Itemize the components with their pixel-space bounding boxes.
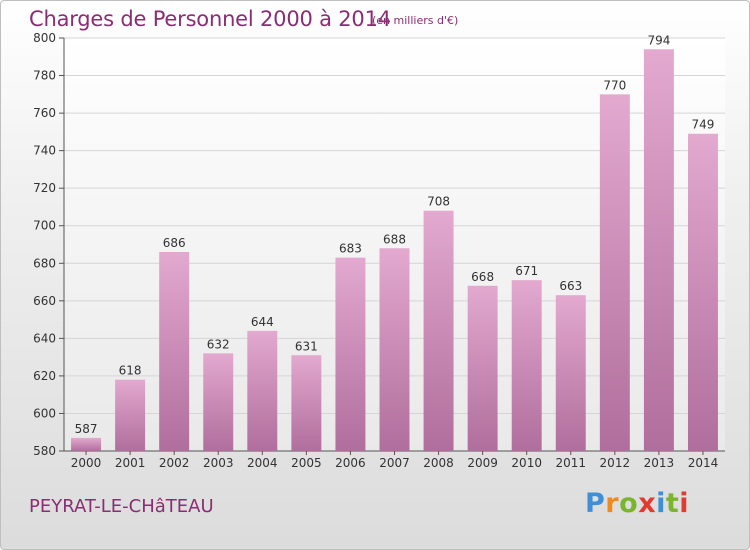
x-tick-label: 2003 — [203, 456, 234, 470]
commune-name: PEYRAT-LE-CHâTEAU — [29, 496, 214, 517]
x-tick-label: 2005 — [291, 456, 322, 470]
bar-2008 — [423, 210, 454, 451]
proxiti-logo: Proxiti — [585, 488, 689, 519]
y-tick-label: 600 — [33, 406, 56, 420]
x-tick-label: 2001 — [115, 456, 146, 470]
data-label: 683 — [339, 242, 362, 256]
x-tick-label: 2014 — [688, 456, 719, 470]
logo-letter: o — [619, 488, 639, 519]
bar-2009 — [467, 285, 498, 451]
bar-2004 — [247, 330, 278, 451]
y-tick-label: 760 — [33, 106, 56, 120]
x-tick-label: 2006 — [335, 456, 366, 470]
bar-2006 — [335, 257, 366, 451]
y-tick-label: 800 — [33, 31, 56, 45]
x-tick-label: 2002 — [159, 456, 190, 470]
bar-2007 — [379, 248, 410, 451]
bar-2003 — [203, 353, 234, 451]
bar-2011 — [555, 295, 586, 451]
data-label: 632 — [207, 337, 230, 351]
x-tick-label: 2007 — [379, 456, 410, 470]
data-label: 688 — [383, 232, 406, 246]
x-tick-label: 2008 — [423, 456, 454, 470]
data-label: 631 — [295, 339, 318, 353]
y-tick-label: 660 — [33, 294, 56, 308]
data-label: 686 — [163, 236, 186, 250]
x-tick-label: 2012 — [600, 456, 631, 470]
y-tick-label: 640 — [33, 331, 56, 345]
x-tick-label: 2004 — [247, 456, 278, 470]
data-label: 794 — [647, 33, 670, 47]
x-tick-label: 2000 — [71, 456, 102, 470]
data-label: 663 — [559, 279, 582, 293]
chart-subtitle: (en milliers d'€) — [372, 14, 459, 27]
y-tick-label: 580 — [33, 444, 56, 458]
logo-letter: t — [665, 488, 680, 519]
data-label: 668 — [471, 270, 494, 284]
data-label: 708 — [427, 195, 450, 209]
bar-2000 — [71, 437, 102, 451]
bar-2005 — [291, 355, 322, 451]
chart-title: Charges de Personnel 2000 à 2014 — [29, 7, 391, 31]
x-tick-label: 2013 — [644, 456, 675, 470]
data-label: 749 — [692, 118, 715, 132]
data-label: 770 — [603, 78, 626, 92]
logo-letter: P — [585, 488, 606, 519]
y-tick-label: 780 — [33, 69, 56, 83]
x-tick-label: 2011 — [555, 456, 586, 470]
data-label: 644 — [251, 315, 274, 329]
y-tick-label: 740 — [33, 144, 56, 158]
y-tick-label: 700 — [33, 219, 56, 233]
y-tick-label: 720 — [33, 181, 56, 195]
logo-letter: i — [679, 488, 690, 519]
bar-2014 — [687, 133, 718, 451]
logo-letter: x — [638, 488, 657, 519]
logo-letter: r — [605, 488, 620, 519]
bar-2013 — [643, 49, 674, 451]
bar-2010 — [511, 280, 542, 451]
bar-2012 — [599, 94, 630, 452]
bar-2001 — [115, 379, 146, 451]
y-tick-label: 620 — [33, 369, 56, 383]
x-tick-label: 2010 — [511, 456, 542, 470]
x-tick-label: 2009 — [467, 456, 498, 470]
logo-letter: i — [656, 488, 666, 519]
y-tick-label: 680 — [33, 256, 56, 270]
data-label: 587 — [75, 422, 98, 436]
data-label: 618 — [119, 364, 142, 378]
bar-2002 — [159, 252, 190, 451]
data-label: 671 — [515, 264, 538, 278]
